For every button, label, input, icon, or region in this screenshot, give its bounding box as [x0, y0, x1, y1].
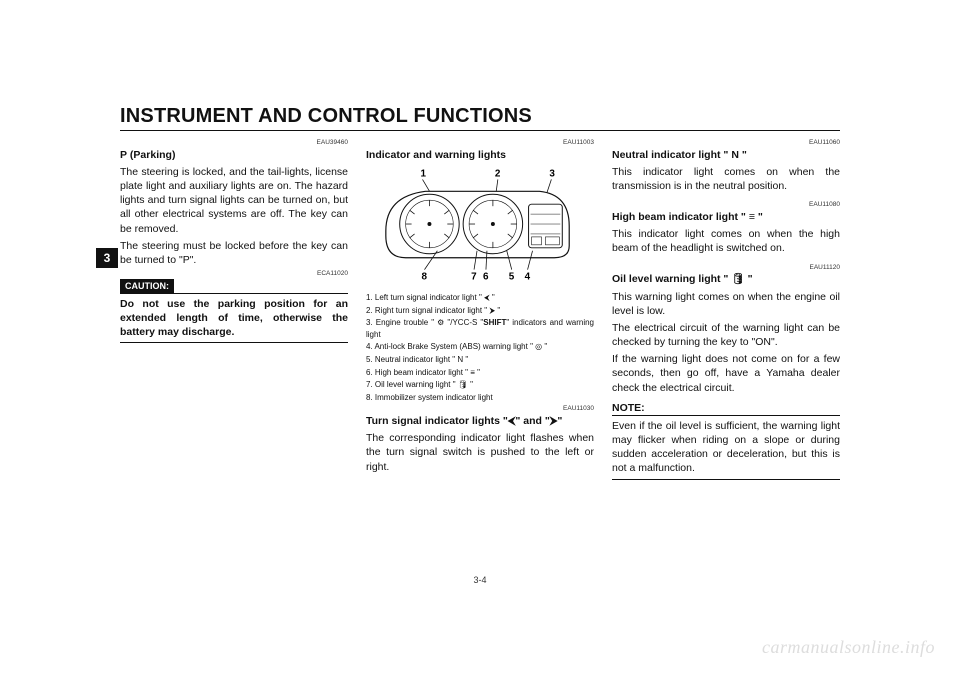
note-rule: [612, 415, 840, 416]
legend-8: 8. Immobilizer system indicator light: [366, 392, 594, 404]
parking-icon-inline: P: [183, 254, 190, 266]
legend-7: 7. Oil level warning light " 🛢 ": [366, 379, 594, 391]
column-1: EAU39460 P (Parking) The steering is loc…: [120, 137, 348, 557]
legend-1: 1. Left turn signal indicator light " ⮜ …: [366, 292, 594, 304]
parking-text-2a: The steering must be locked before the k…: [120, 240, 348, 266]
legend-shift: SHIFT: [483, 318, 506, 327]
figure-legend: 1. Left turn signal indicator light " ⮜ …: [366, 292, 594, 403]
columns: EAU39460 P (Parking) The steering is loc…: [120, 137, 840, 557]
caution-rule: [120, 293, 348, 294]
parking-heading: P (Parking): [120, 148, 348, 162]
parking-text-1: The steering is locked, and the tail-lig…: [120, 165, 348, 236]
ref-code: EAU11120: [612, 264, 840, 273]
parking-text-2: The steering must be locked before the k…: [120, 239, 348, 267]
high-title-a: High beam indicator light ": [612, 211, 749, 223]
neutral-title-a: Neutral indicator light ": [612, 149, 731, 161]
note-label: NOTE:: [612, 402, 645, 414]
caution-rule-bottom: [120, 342, 348, 343]
turn-title-c: ": [557, 415, 562, 427]
ref-code: EAU11080: [612, 201, 840, 210]
note-block: NOTE: Even if the oil level is sufficien…: [612, 401, 840, 480]
turn-title-b: " and ": [515, 415, 549, 427]
section-tab: 3: [96, 248, 118, 268]
turn-title-a: Turn signal indicator lights ": [366, 415, 508, 427]
header-rule: [120, 130, 840, 131]
ref-code: ECA11020: [120, 270, 348, 279]
header-row: INSTRUMENT AND CONTROL FUNCTIONS: [120, 105, 840, 128]
callout-1: 1: [421, 168, 427, 179]
oil-heading: Oil level warning light " 🛢 ": [612, 272, 840, 286]
oil-text-2: The electrical circuit of the warning li…: [612, 321, 840, 349]
ref-code: EAU11003: [366, 139, 594, 148]
legend-3a: 3. Engine trouble " ⚙ "/YCC-S ": [366, 318, 483, 327]
page-number: 3-4: [120, 575, 840, 585]
svg-text:5: 5: [509, 271, 515, 282]
indicator-section-title-text: Indicator and warning lights: [366, 149, 506, 161]
oil-text-3: If the warning light does not come on fo…: [612, 352, 840, 395]
note-rule-bottom: [612, 479, 840, 480]
oil-title-b: ": [745, 273, 753, 285]
column-2: EAU11003 Indicator and warning lights 1 …: [366, 137, 594, 557]
svg-text:7: 7: [471, 271, 477, 282]
legend-2: 2. Right turn signal indicator light " ⮞…: [366, 305, 594, 317]
svg-text:6: 6: [483, 271, 489, 282]
parking-icon: P: [120, 149, 127, 161]
highbeam-text: This indicator light comes on when the h…: [612, 227, 840, 255]
page-title: INSTRUMENT AND CONTROL FUNCTIONS: [120, 105, 532, 128]
svg-text:4: 4: [525, 271, 531, 282]
legend-6: 6. High beam indicator light " ≡ ": [366, 367, 594, 379]
high-title-b: ": [755, 211, 763, 223]
ref-code: EAU11030: [366, 405, 594, 414]
indicator-section-title: Indicator and warning lights: [366, 148, 594, 162]
caution-text: Do not use the parking position for an e…: [120, 297, 348, 340]
watermark: carmanualsonline.info: [762, 637, 935, 658]
legend-5: 5. Neutral indicator light " N ": [366, 354, 594, 366]
parking-title: (Parking): [127, 149, 175, 161]
legend-4: 4. Anti-lock Brake System (ABS) warning …: [366, 341, 594, 353]
neutral-text: This indicator light comes on when the t…: [612, 165, 840, 193]
turn-signal-text: The corresponding indicator light flashe…: [366, 431, 594, 474]
highbeam-heading: High beam indicator light " ≡ ": [612, 210, 840, 224]
oil-icon: 🛢: [731, 273, 744, 285]
column-3: EAU11060 Neutral indicator light " N " T…: [612, 137, 840, 557]
caution-label: CAUTION:: [120, 279, 174, 293]
oil-text-1: This warning light comes on when the eng…: [612, 290, 840, 318]
dashboard-figure: 1 2 3: [366, 166, 594, 286]
dashboard-svg: 1 2 3: [366, 166, 594, 286]
callout-3: 3: [549, 168, 555, 179]
ref-code: EAU39460: [120, 139, 348, 148]
oil-title-a: Oil level warning light ": [612, 273, 731, 285]
neutral-icon: N: [731, 149, 739, 161]
svg-text:8: 8: [422, 271, 428, 282]
caution-block: CAUTION: Do not use the parking position…: [120, 279, 348, 343]
manual-page: 3 INSTRUMENT AND CONTROL FUNCTIONS EAU39…: [0, 0, 960, 678]
turn-signal-heading: Turn signal indicator lights "⮜" and "⮞": [366, 414, 594, 428]
ref-code: EAU11060: [612, 139, 840, 148]
note-text: Even if the oil level is sufficient, the…: [612, 419, 840, 476]
parking-text-2b: ".: [190, 254, 197, 266]
legend-3: 3. Engine trouble " ⚙ "/YCC-S "SHIFT" in…: [366, 317, 594, 340]
neutral-title-b: ": [739, 149, 747, 161]
neutral-heading: Neutral indicator light " N ": [612, 148, 840, 162]
callout-2: 2: [495, 168, 501, 179]
content-area: INSTRUMENT AND CONTROL FUNCTIONS EAU3946…: [120, 105, 840, 565]
